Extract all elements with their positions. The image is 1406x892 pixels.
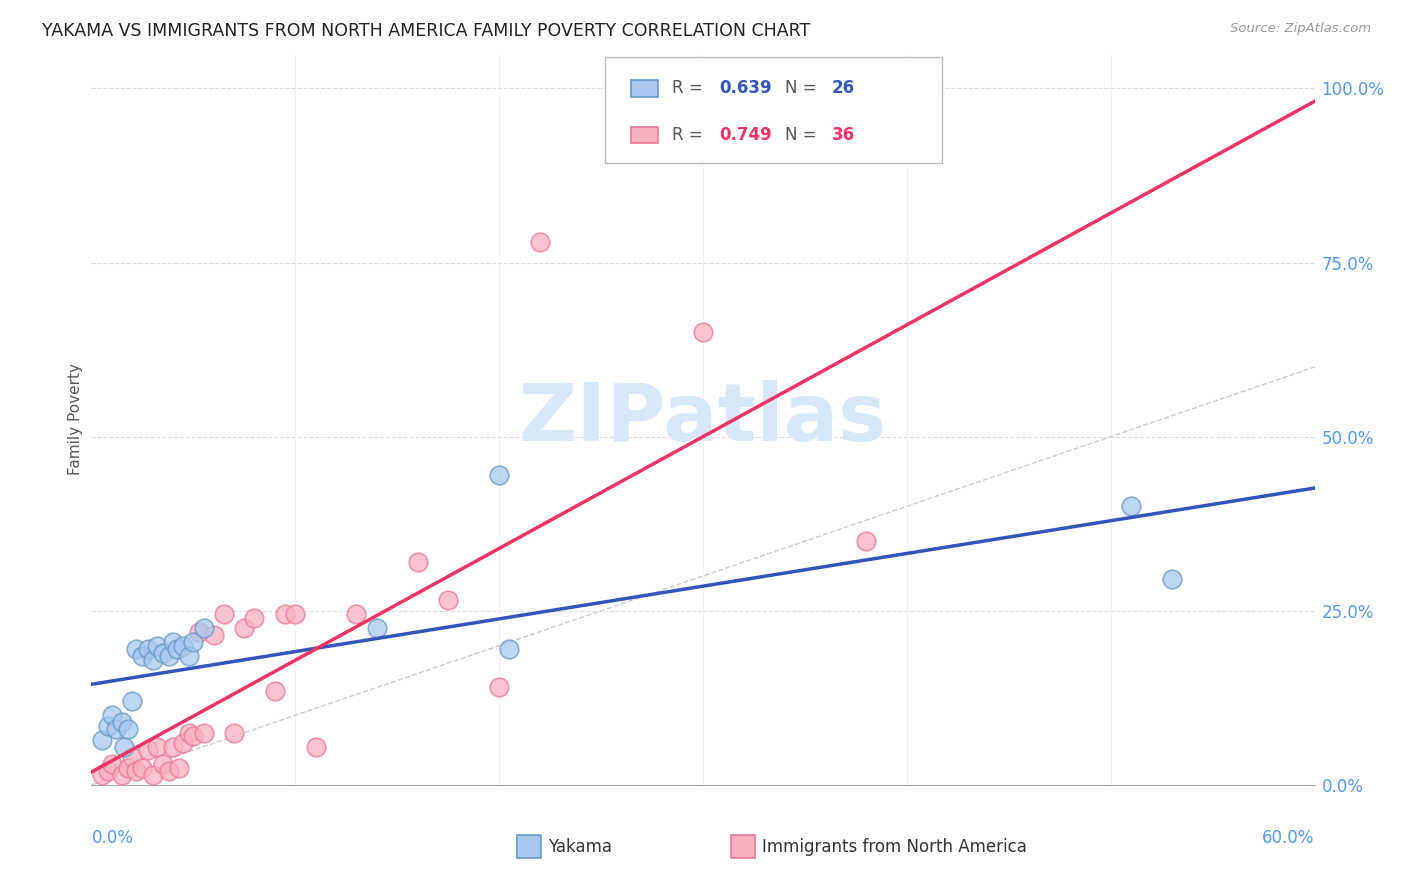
Text: Source: ZipAtlas.com: Source: ZipAtlas.com: [1230, 22, 1371, 36]
Point: [111, 715, 134, 730]
FancyBboxPatch shape: [605, 57, 942, 163]
Point: [179, 725, 201, 739]
Point: [1161, 573, 1184, 587]
FancyBboxPatch shape: [631, 127, 658, 143]
FancyBboxPatch shape: [517, 835, 541, 858]
Point: [202, 628, 225, 642]
Point: [488, 467, 510, 482]
FancyBboxPatch shape: [731, 835, 755, 858]
Point: [243, 611, 266, 625]
Point: [141, 652, 163, 666]
Point: [172, 736, 194, 750]
Text: 60.0%: 60.0%: [1263, 829, 1315, 847]
Point: [117, 760, 139, 774]
Point: [157, 764, 180, 778]
Point: [131, 760, 153, 774]
Text: Immigrants from North America: Immigrants from North America: [762, 838, 1026, 855]
Point: [188, 624, 211, 639]
Y-axis label: Family Poverty: Family Poverty: [67, 363, 83, 475]
Point: [90, 732, 112, 747]
Point: [166, 642, 188, 657]
Point: [692, 325, 714, 339]
Point: [366, 621, 388, 635]
Point: [152, 646, 174, 660]
Point: [193, 725, 215, 739]
FancyBboxPatch shape: [631, 80, 658, 96]
Point: [162, 739, 184, 754]
Point: [183, 635, 205, 649]
Text: 0.0%: 0.0%: [91, 829, 134, 847]
Text: R =: R =: [672, 126, 709, 144]
Point: [104, 723, 127, 737]
Point: [145, 739, 167, 754]
Point: [117, 723, 139, 737]
Point: [406, 555, 429, 569]
Point: [121, 694, 143, 708]
Point: [193, 621, 215, 635]
Point: [304, 739, 326, 754]
Point: [855, 534, 877, 549]
Point: [111, 767, 134, 781]
Point: [141, 767, 163, 781]
Point: [121, 750, 143, 764]
Point: [157, 649, 180, 664]
Point: [90, 767, 112, 781]
Text: N =: N =: [785, 79, 823, 97]
Text: N =: N =: [785, 126, 823, 144]
Point: [498, 642, 520, 657]
Point: [529, 235, 551, 249]
Point: [212, 607, 235, 622]
Text: 36: 36: [831, 126, 855, 144]
Point: [437, 593, 460, 607]
Point: [346, 607, 368, 622]
Point: [179, 649, 201, 664]
Point: [125, 764, 148, 778]
Text: ZIPatlas: ZIPatlas: [519, 380, 887, 458]
Point: [97, 719, 120, 733]
Point: [274, 607, 297, 622]
Point: [284, 607, 307, 622]
Point: [233, 621, 256, 635]
Point: [167, 760, 190, 774]
Point: [152, 757, 174, 772]
Point: [264, 684, 287, 698]
Point: [101, 708, 124, 723]
Text: 0.749: 0.749: [718, 126, 772, 144]
Point: [101, 757, 124, 772]
Point: [222, 725, 246, 739]
Text: R =: R =: [672, 79, 709, 97]
Point: [172, 639, 194, 653]
Point: [145, 639, 167, 653]
Point: [138, 743, 160, 757]
Text: Yakama: Yakama: [548, 838, 613, 855]
Point: [125, 642, 148, 657]
Point: [1121, 500, 1143, 514]
Text: 26: 26: [831, 79, 855, 97]
Text: 0.639: 0.639: [718, 79, 772, 97]
Point: [183, 729, 205, 743]
Point: [97, 764, 120, 778]
Point: [162, 635, 184, 649]
Point: [112, 739, 135, 754]
Point: [131, 649, 153, 664]
Point: [488, 681, 510, 695]
Text: YAKAMA VS IMMIGRANTS FROM NORTH AMERICA FAMILY POVERTY CORRELATION CHART: YAKAMA VS IMMIGRANTS FROM NORTH AMERICA …: [42, 22, 810, 40]
Point: [138, 642, 160, 657]
